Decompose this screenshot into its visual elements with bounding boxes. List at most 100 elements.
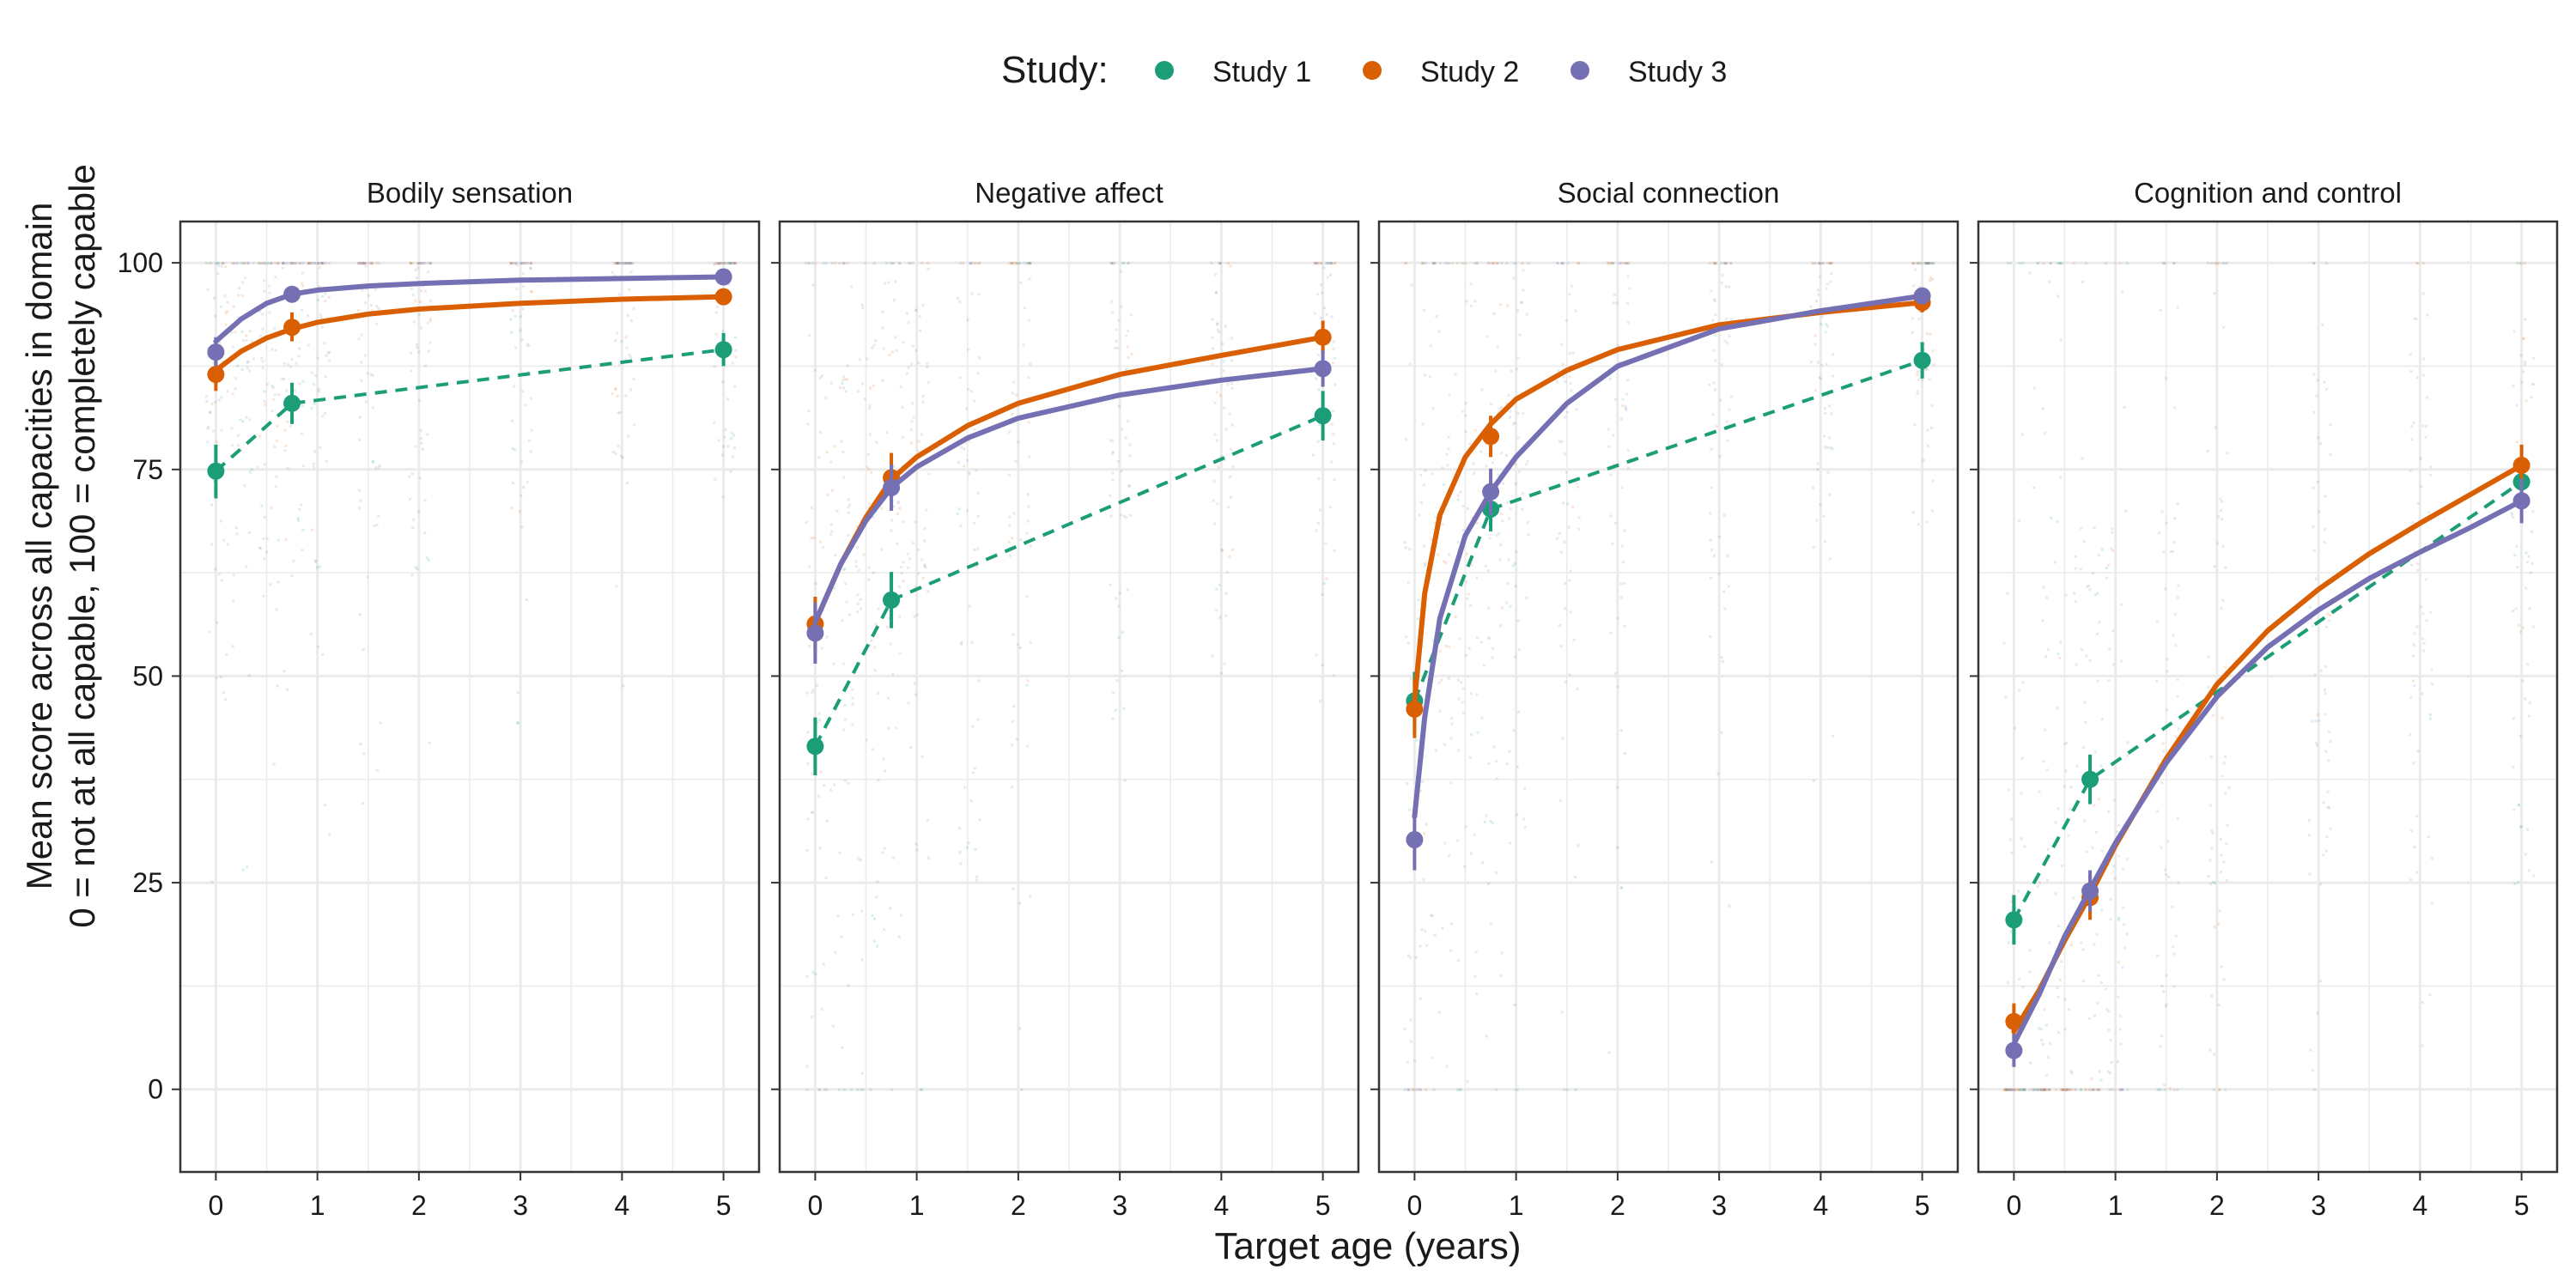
raw-response-dot (1029, 895, 1032, 898)
raw-response-dot (840, 935, 843, 938)
raw-response-dot (318, 285, 321, 288)
raw-response-dot (1613, 521, 1617, 525)
raw-response-dot (2518, 734, 2522, 738)
raw-response-dot (328, 833, 331, 836)
raw-response-dot (423, 499, 427, 502)
raw-response-dot (1230, 359, 1233, 362)
raw-response-dot (866, 452, 870, 456)
raw-response-dot (1419, 790, 1423, 793)
raw-response-dot (918, 315, 921, 319)
raw-response-dot (2176, 306, 2179, 309)
raw-response-dot (956, 512, 959, 515)
series-study-3 (806, 350, 1332, 664)
raw-response-dot (210, 262, 213, 265)
raw-response-dot (622, 684, 625, 688)
raw-response-dot (1716, 772, 1720, 775)
raw-response-dot (860, 1088, 863, 1091)
y-axis-label-line-1: Mean score across all capacities in doma… (19, 203, 59, 890)
x-tick-label: 2 (2209, 1190, 2225, 1221)
raw-response-dot (1499, 974, 1503, 978)
raw-response-dot (2111, 549, 2115, 552)
raw-response-dot (1815, 300, 1819, 303)
raw-response-dot (2096, 592, 2099, 595)
raw-response-dot (1564, 416, 1567, 419)
raw-response-dot (2006, 1088, 2009, 1091)
raw-response-dot (872, 515, 875, 519)
raw-response-dot (1506, 304, 1510, 307)
raw-response-dot (2530, 382, 2534, 385)
raw-response-dot (2325, 387, 2329, 391)
raw-response-dot (290, 262, 294, 265)
raw-response-dot (2166, 658, 2169, 661)
raw-response-dot (301, 308, 304, 312)
raw-response-dot (510, 331, 513, 334)
raw-response-dot (1558, 798, 1562, 802)
data-point (2005, 911, 2023, 929)
raw-response-dot (2517, 623, 2520, 627)
raw-response-dot (1112, 450, 1115, 453)
series-study-2 (207, 288, 732, 392)
raw-response-dot (1318, 423, 1321, 427)
raw-response-dot (1812, 545, 1815, 549)
raw-response-dot (1485, 442, 1488, 446)
raw-response-dot (2057, 995, 2060, 999)
raw-response-dot (617, 444, 620, 447)
data-point (207, 462, 225, 480)
raw-response-dot (2035, 1088, 2038, 1091)
raw-response-dot (1498, 303, 1502, 307)
raw-response-dot (1332, 673, 1335, 677)
raw-response-dot (1464, 402, 1467, 405)
raw-response-dot (1461, 505, 1465, 508)
raw-response-dot (2518, 262, 2522, 265)
raw-response-dot (1117, 376, 1121, 379)
raw-response-dot (318, 565, 321, 568)
raw-response-dot (1831, 262, 1834, 265)
raw-response-dot (1480, 388, 1484, 392)
raw-response-dot (2028, 1088, 2032, 1091)
raw-response-dot (267, 262, 270, 265)
raw-response-dot (1814, 334, 1817, 337)
raw-response-dot (1487, 606, 1491, 610)
raw-response-dot (1622, 262, 1625, 265)
raw-response-dot (1516, 619, 1520, 622)
raw-response-dot (2224, 665, 2227, 669)
raw-response-dot (2069, 1070, 2073, 1073)
raw-response-dot (1026, 493, 1030, 496)
raw-response-dot (2327, 759, 2330, 762)
raw-response-dot (2165, 377, 2168, 380)
raw-response-dot (959, 524, 963, 527)
raw-response-dot (237, 443, 240, 446)
raw-response-dot (2069, 786, 2073, 789)
raw-response-dot (868, 433, 872, 436)
raw-response-dot (2054, 821, 2057, 824)
raw-response-dot (294, 262, 297, 265)
raw-response-dot (262, 594, 265, 598)
raw-response-dot (1128, 454, 1132, 458)
raw-response-dot (1028, 262, 1031, 265)
raw-response-dot (624, 262, 628, 265)
raw-response-dot (822, 262, 825, 265)
raw-response-dot (713, 422, 716, 425)
raw-response-dot (2068, 1008, 2071, 1011)
raw-response-dot (2058, 262, 2062, 265)
raw-response-dot (834, 554, 837, 557)
raw-response-dot (1018, 1027, 1022, 1030)
raw-response-dot (357, 489, 361, 492)
raw-response-dot (258, 262, 261, 265)
raw-response-dot (1473, 833, 1476, 836)
raw-response-dot (519, 262, 523, 265)
raw-response-dot (2047, 1088, 2050, 1091)
raw-response-dot (216, 621, 219, 624)
raw-response-dot (2329, 739, 2332, 743)
raw-response-dot (899, 385, 902, 388)
panel-title: Cognition and control (2134, 177, 2402, 209)
raw-response-dot (825, 635, 829, 639)
raw-response-dot (1231, 465, 1235, 469)
raw-response-dot (861, 307, 865, 310)
raw-response-dot (2100, 981, 2104, 985)
raw-response-dot (1123, 514, 1127, 518)
raw-response-dot (1495, 534, 1498, 537)
raw-response-dot (812, 537, 816, 540)
raw-response-dot (615, 262, 618, 265)
raw-response-dot (240, 262, 243, 265)
